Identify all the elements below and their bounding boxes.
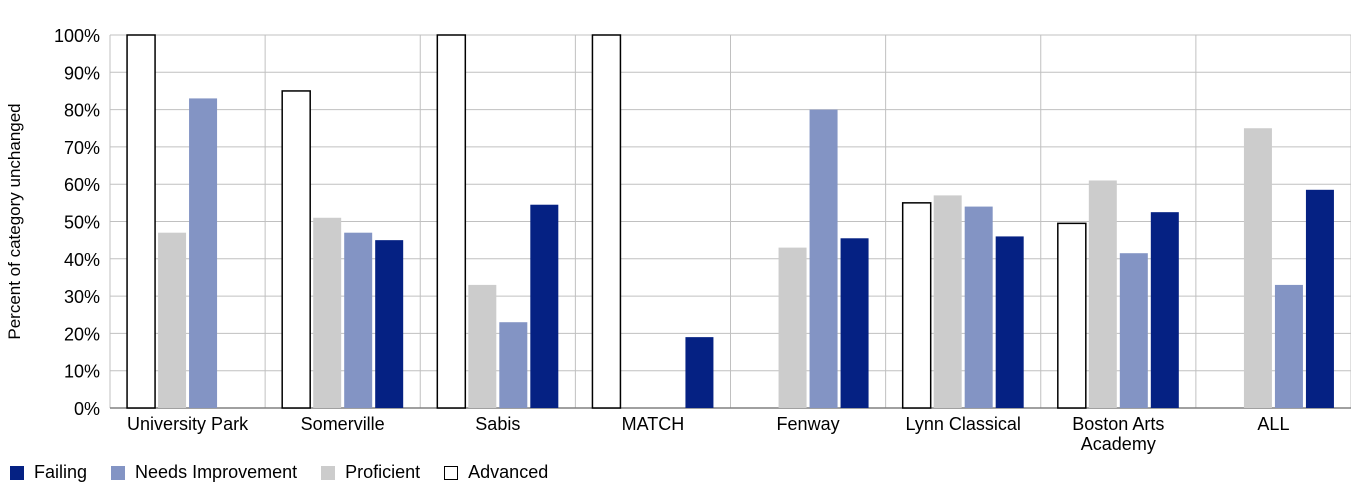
bar-failing	[840, 238, 869, 408]
legend-label-needs-improvement: Needs Improvement	[135, 462, 298, 482]
y-tick-label: 80%	[64, 101, 100, 121]
bar-proficient	[313, 217, 342, 408]
bar-advanced	[281, 90, 311, 409]
x-tick-label: Boston Arts	[1072, 414, 1164, 434]
bar-advanced	[436, 34, 467, 409]
legend-item-needs-improvement: Needs Improvement	[111, 462, 297, 483]
bar-proficient	[1243, 128, 1272, 408]
bar-needs-improvement	[344, 232, 373, 408]
y-tick-label: 20%	[64, 324, 100, 344]
bar-proficient	[158, 232, 187, 408]
legend-swatch-advanced	[444, 465, 459, 480]
y-tick-label: 10%	[64, 362, 100, 382]
legend-label-proficient: Proficient	[345, 462, 421, 482]
bar-needs-improvement	[809, 109, 838, 408]
y-tick-label: 60%	[64, 175, 100, 195]
y-tick-label: 90%	[64, 63, 100, 83]
bar-proficient	[778, 247, 807, 408]
bar-proficient	[468, 284, 497, 408]
chart-legend: Failing Needs Improvement Proficient Adv…	[10, 462, 572, 483]
bar-needs-improvement	[1119, 253, 1148, 408]
bar-proficient	[1088, 180, 1117, 408]
bar-advanced	[591, 34, 622, 409]
bar-failing	[1305, 189, 1334, 408]
bar-failing	[685, 337, 714, 408]
bar-chart: 0% 10% 20% 30% 40% 50% 60% 70% 80% 90% 100% Univers…	[5, 26, 1351, 454]
bar-advanced	[126, 34, 156, 409]
legend-label-advanced: Advanced	[468, 462, 549, 482]
y-axis-title: Percent of category unchanged	[5, 103, 24, 339]
legend-label-failing: Failing	[34, 462, 88, 482]
x-tick-label: Sabis	[475, 414, 520, 434]
legend-swatch-needs-improvement	[111, 465, 126, 480]
legend-swatch-failing	[10, 465, 24, 480]
bar-needs-improvement	[189, 98, 218, 408]
bar-advanced	[901, 202, 932, 409]
bar-failing	[1150, 212, 1179, 408]
y-tick-label: 100%	[54, 26, 100, 46]
bar-needs-improvement	[1274, 284, 1303, 408]
legend-item-failing: Failing	[10, 462, 87, 483]
y-tick-label: 30%	[64, 287, 100, 307]
x-tick-label: Lynn Classical	[905, 414, 1020, 434]
legend-item-proficient: Proficient	[321, 462, 420, 483]
x-tick-label: Fenway	[777, 414, 840, 434]
y-tick-label: 40%	[64, 250, 100, 270]
legend-item-advanced: Advanced	[444, 462, 548, 483]
bar-failing	[995, 236, 1024, 408]
bar-needs-improvement	[499, 322, 528, 408]
x-tick-label: ALL	[1257, 414, 1289, 434]
x-tick-label: University Park	[127, 414, 249, 434]
bar-failing	[530, 204, 559, 408]
y-tick-label: 0%	[74, 399, 100, 419]
x-tick-label: Somerville	[301, 414, 385, 434]
bar-advanced	[1057, 222, 1087, 409]
x-tick-label: Academy	[1081, 434, 1156, 454]
y-tick-label: 70%	[64, 138, 100, 158]
y-tick-label: 50%	[64, 213, 100, 233]
bar-needs-improvement	[964, 206, 993, 408]
legend-swatch-proficient	[321, 465, 336, 480]
bar-proficient	[933, 195, 962, 408]
bar-failing	[375, 240, 404, 408]
x-tick-label: MATCH	[622, 414, 685, 434]
